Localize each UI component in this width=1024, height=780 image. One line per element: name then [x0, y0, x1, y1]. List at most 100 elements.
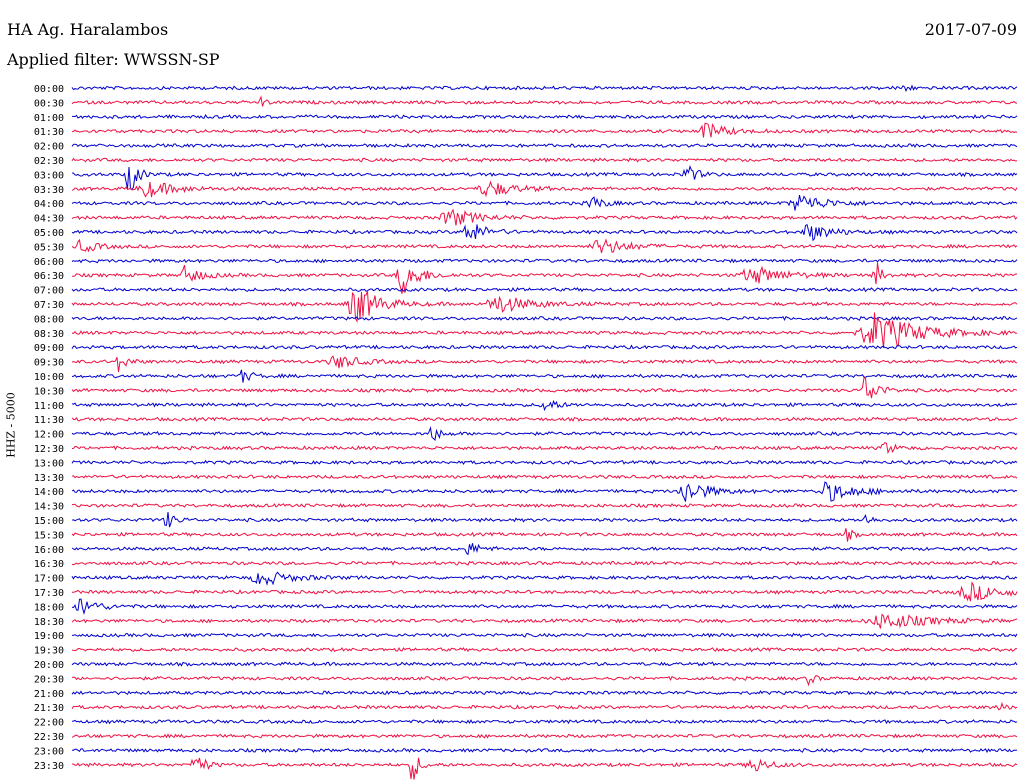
row-label: 14:00 — [34, 487, 64, 498]
trace-2130 — [71, 701, 1018, 711]
row-label: 15:30 — [34, 530, 64, 541]
row-label: 12:00 — [34, 430, 64, 441]
trace-0000 — [71, 84, 1018, 93]
row-label: 11:30 — [34, 415, 64, 426]
trace-0930 — [71, 355, 1018, 372]
trace-1600 — [71, 543, 1018, 556]
row-label: 13:30 — [34, 473, 64, 484]
trace-1330 — [71, 474, 1018, 480]
trace-2200 — [71, 719, 1018, 725]
row-label: 02:30 — [34, 156, 64, 167]
trace-1500 — [71, 511, 1018, 528]
trace-1400 — [71, 481, 1018, 502]
trace-1200 — [71, 425, 1018, 442]
trace-1930 — [71, 646, 1018, 653]
trace-2300 — [72, 747, 1018, 754]
trace-1000 — [71, 369, 1018, 383]
row-label: 04:00 — [34, 199, 64, 210]
trace-1800 — [71, 598, 1018, 616]
trace-0800 — [71, 315, 1018, 321]
trace-0130 — [71, 122, 1018, 138]
trace-0100 — [72, 113, 1018, 120]
row-label: 18:30 — [34, 617, 64, 628]
trace-0830 — [71, 312, 1017, 349]
trace-1300 — [71, 459, 1018, 466]
row-label: 12:30 — [34, 444, 64, 455]
trace-0230 — [71, 157, 1018, 163]
row-label: 18:00 — [34, 602, 64, 613]
trace-0700 — [71, 286, 1018, 293]
row-label: 01:00 — [34, 113, 64, 124]
row-label: 01:30 — [34, 127, 64, 138]
filter-label: Applied filter: WWSSN-SP — [7, 50, 220, 69]
row-label: 21:00 — [34, 689, 64, 700]
row-label: 11:00 — [34, 401, 64, 412]
trace-1630 — [71, 560, 1018, 566]
row-label: 07:30 — [34, 300, 64, 311]
row-label: 17:30 — [34, 588, 64, 599]
trace-0500 — [71, 223, 1018, 242]
row-label: 19:30 — [34, 646, 64, 657]
trace-1100 — [71, 399, 1018, 412]
row-label: 23:30 — [34, 761, 64, 772]
trace-2330 — [71, 757, 1018, 780]
trace-1030 — [71, 376, 1018, 399]
trace-1130 — [71, 416, 1018, 422]
row-label: 06:30 — [34, 271, 64, 282]
trace-1830 — [71, 613, 1018, 629]
row-label: 17:00 — [34, 574, 64, 585]
trace-1430 — [71, 502, 1018, 509]
trace-1230 — [71, 441, 1018, 455]
trace-0300 — [71, 165, 1018, 191]
trace-0600 — [71, 258, 1018, 264]
row-label: 08:30 — [34, 329, 64, 340]
row-label: 03:00 — [34, 170, 64, 181]
trace-0530 — [71, 238, 1018, 254]
row-label: 23:00 — [34, 746, 64, 757]
trace-1700 — [71, 571, 1018, 587]
row-label: 16:00 — [34, 545, 64, 556]
row-label: 09:30 — [34, 358, 64, 369]
trace-0400 — [71, 194, 1018, 211]
row-label: 10:30 — [34, 386, 64, 397]
trace-0900 — [71, 344, 1018, 350]
row-label: 20:00 — [34, 660, 64, 671]
station-title: HA Ag. Haralambos — [7, 20, 169, 39]
row-label: 13:00 — [34, 458, 64, 469]
row-label: 05:30 — [34, 242, 64, 253]
row-label: 10:00 — [34, 372, 64, 383]
trace-0330 — [71, 180, 1018, 198]
trace-2230 — [71, 733, 1018, 739]
row-label: 19:00 — [34, 631, 64, 642]
row-label: 20:30 — [34, 674, 64, 685]
trace-1900 — [71, 632, 1018, 638]
row-label: 08:00 — [34, 314, 64, 325]
row-label: 00:00 — [34, 84, 64, 95]
row-label: 15:00 — [34, 516, 64, 527]
date-label: 2017-07-09 — [924, 20, 1017, 39]
trace-0200 — [71, 142, 1018, 149]
row-label: 00:30 — [34, 98, 64, 109]
trace-0630 — [72, 262, 1018, 294]
row-label: 22:00 — [34, 718, 64, 729]
row-label: 06:00 — [34, 257, 64, 268]
trace-1530 — [71, 528, 1018, 542]
row-label: 21:30 — [34, 703, 64, 714]
row-label: 14:30 — [34, 502, 64, 513]
trace-0430 — [71, 208, 1018, 226]
row-label: 04:30 — [34, 214, 64, 225]
trace-1730 — [72, 581, 1018, 602]
trace-2100 — [71, 690, 1018, 696]
trace-0030 — [71, 95, 1018, 107]
row-label: 05:00 — [34, 228, 64, 239]
row-label: 03:30 — [34, 185, 64, 196]
row-label: 09:00 — [34, 343, 64, 354]
trace-2030 — [71, 675, 1018, 687]
trace-0730 — [71, 291, 1018, 324]
row-label: 16:30 — [34, 559, 64, 570]
row-label: 22:30 — [34, 732, 64, 743]
row-label: 02:00 — [34, 142, 64, 153]
trace-2000 — [71, 661, 1018, 667]
row-label: 07:00 — [34, 286, 64, 297]
